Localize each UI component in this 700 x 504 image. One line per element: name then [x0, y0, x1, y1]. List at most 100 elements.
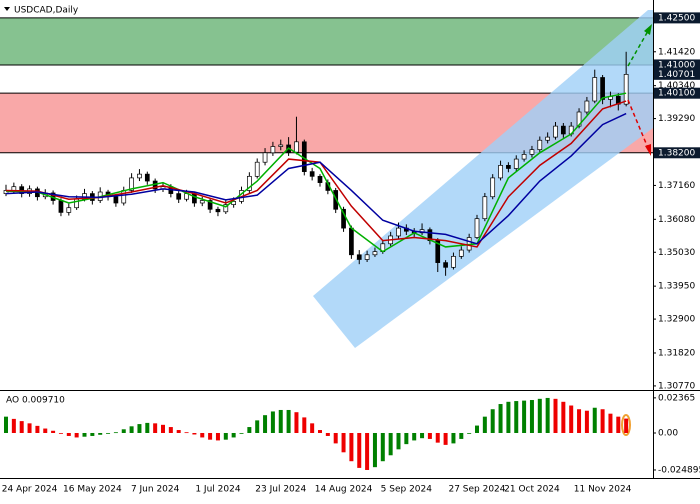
ao-bar — [239, 432, 244, 434]
price-label-box — [654, 59, 700, 71]
ao-bar — [412, 432, 417, 441]
candle-body — [129, 177, 134, 191]
ao-bar — [82, 432, 87, 437]
ao-tick-label: 0.02365 — [658, 393, 695, 403]
ao-bar — [506, 401, 511, 433]
ao-bar — [404, 432, 409, 445]
moving-average — [5, 92, 627, 253]
ao-bar — [529, 400, 534, 433]
ao-tick-label: 0.00 — [658, 428, 678, 438]
ao-tick-label: -0.024895 — [658, 465, 700, 475]
ao-bar — [35, 425, 40, 433]
ao-bar — [624, 418, 629, 433]
candle-body — [592, 77, 598, 102]
ao-bar — [584, 410, 589, 433]
candle-body — [231, 201, 236, 205]
arrow-head — [645, 144, 651, 156]
ao-bar — [357, 432, 362, 468]
ao-bar — [278, 409, 283, 433]
ao-bar — [349, 432, 354, 462]
x-tick-label: 21 Oct 2024 — [504, 485, 560, 495]
x-tick-label: 24 Apr 2024 — [2, 485, 58, 495]
ao-bar — [388, 432, 393, 456]
ao-bar — [514, 401, 519, 433]
candle-body — [192, 193, 197, 204]
ao-bar — [176, 430, 181, 433]
menu-triangle[interactable] — [4, 7, 10, 11]
candle-body — [66, 207, 72, 213]
ao-bar — [294, 412, 299, 433]
candle-body — [529, 149, 535, 155]
y-tick-label: 1.40340 — [658, 81, 695, 91]
ao-bar — [263, 415, 268, 433]
candle-body — [144, 173, 150, 182]
y-tick-label: 1.35030 — [658, 248, 695, 258]
ao-bar — [569, 405, 574, 433]
candle-body — [364, 254, 370, 260]
candle-body — [560, 125, 566, 135]
ao-bar — [318, 430, 322, 433]
ao-bar — [310, 423, 315, 433]
candle-body — [270, 146, 276, 154]
ao-bar — [608, 413, 613, 433]
ao-bar — [27, 423, 32, 433]
ao-bar — [553, 398, 558, 433]
price-label-box — [654, 12, 700, 24]
ao-bar — [482, 416, 487, 433]
candle-body — [506, 164, 511, 169]
candle-body — [600, 77, 605, 100]
x-tick-label: 23 Jul 2024 — [255, 485, 306, 495]
ao-bar — [600, 409, 605, 433]
ao-bar — [137, 424, 142, 433]
candle-body — [278, 144, 284, 147]
candle-body — [223, 204, 229, 213]
candle-body — [498, 164, 503, 179]
candle-body — [458, 249, 464, 257]
ao-bar — [341, 432, 346, 453]
candle-body — [537, 139, 543, 151]
candle-body — [521, 154, 527, 160]
ao-bar — [372, 432, 377, 468]
price-label: 1.41000 — [658, 60, 695, 70]
y-tick-label: 1.32900 — [658, 315, 695, 325]
candle-body — [443, 262, 448, 268]
trend-channel — [313, 10, 653, 348]
ao-bar — [51, 430, 56, 433]
ao-bar — [19, 421, 24, 433]
candle-body — [490, 177, 496, 198]
ao-bar — [325, 432, 330, 436]
arrow-head — [644, 24, 652, 35]
ao-bar — [365, 432, 370, 470]
ao-bar — [302, 417, 307, 433]
ao-bar — [522, 400, 527, 433]
candle-body — [553, 125, 558, 138]
chart-title: USDCAD,Daily — [14, 6, 79, 16]
price-label-box — [654, 147, 700, 159]
x-tick-label: 1 Jul 2024 — [195, 485, 240, 495]
candle-body — [309, 171, 315, 177]
ao-highlight — [621, 414, 631, 436]
candle-body — [199, 200, 205, 204]
ao-bar — [223, 432, 228, 440]
y-tick-label: 1.39290 — [658, 114, 695, 124]
target-down-arrow — [627, 99, 649, 149]
ao-bar — [475, 425, 479, 433]
ao-bar — [592, 407, 597, 433]
candle-body — [623, 74, 629, 105]
ao-bar — [74, 432, 79, 438]
candle-body — [435, 240, 441, 263]
candle-body — [356, 254, 362, 260]
ao-bar — [380, 432, 385, 462]
candle-body — [137, 173, 142, 179]
price-label: 1.42500 — [658, 13, 695, 23]
candle-body — [341, 208, 346, 229]
ao-bar — [43, 428, 48, 433]
price-label: 1.38200 — [658, 148, 695, 158]
price-label-box — [654, 68, 700, 80]
ao-bar — [427, 432, 432, 439]
candle-body — [215, 208, 221, 213]
candle-body — [584, 100, 590, 113]
ao-bar — [153, 423, 158, 433]
x-tick-label: 5 Sep 2024 — [381, 485, 433, 495]
